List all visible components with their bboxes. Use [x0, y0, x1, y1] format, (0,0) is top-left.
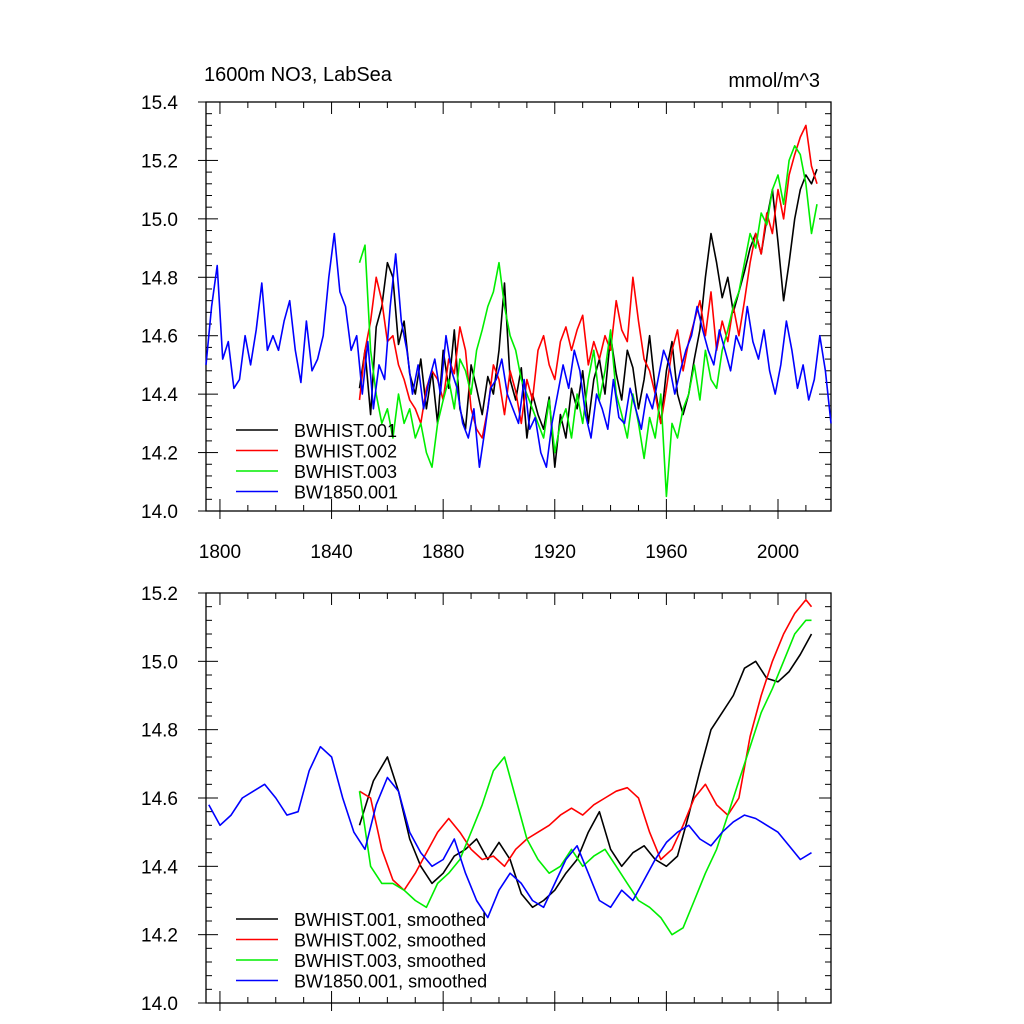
- chart-title: 1600m NO3, LabSea: [204, 64, 392, 86]
- y-tick-label: 14.6: [141, 789, 178, 810]
- y-tick-label: 14.6: [141, 327, 178, 348]
- series-line-2-1: [358, 633, 813, 909]
- y-tick-label: 15.2: [141, 584, 178, 605]
- y-tick-label: 14.8: [141, 721, 178, 742]
- series-line-1-2: [358, 124, 818, 439]
- series-line-2-2: [359, 598, 813, 892]
- y-tick-label: 15.0: [141, 652, 178, 673]
- y-tick-label: 14.4: [141, 385, 178, 406]
- x-tick-label: 1840: [310, 542, 352, 563]
- series-line-1-3: [358, 145, 818, 498]
- x-tick-label: 2000: [757, 542, 799, 563]
- y-tick-label: 14.2: [141, 926, 178, 947]
- series-line-2-3: [358, 619, 812, 936]
- y-tick-label: 14.0: [141, 994, 178, 1015]
- series-line-2-4: [208, 745, 812, 919]
- x-tick-label: 1920: [534, 542, 576, 563]
- legend-label: BWHIST.003: [294, 462, 397, 482]
- legend-label: BW1850.001, smoothed: [294, 972, 487, 992]
- plot-frame-1: [205, 101, 832, 512]
- legend-label: BWHIST.001, smoothed: [294, 910, 486, 930]
- y-tick-label: 14.4: [141, 857, 178, 878]
- y-tick-label: 15.2: [141, 151, 178, 172]
- series-line-1-4: [205, 232, 832, 469]
- x-tick-label: 1800: [199, 542, 241, 563]
- legend-label: BWHIST.003, smoothed: [294, 951, 486, 971]
- legend-label: BWHIST.002, smoothed: [294, 931, 486, 951]
- y-tick-label: 15.0: [141, 210, 178, 231]
- y-tick-label: 14.2: [141, 444, 178, 465]
- y-tick-label: 15.4: [141, 93, 178, 114]
- legend-label: BWHIST.001: [294, 421, 397, 441]
- legend-label: BWHIST.002: [294, 442, 397, 462]
- x-tick-label: 1880: [422, 542, 464, 563]
- y-tick-label: 14.0: [141, 502, 178, 523]
- legend-label: BW1850.001: [294, 483, 398, 503]
- y-tick-label: 14.8: [141, 268, 178, 289]
- x-tick-label: 1960: [645, 542, 687, 563]
- units-label: mmol/m^3: [728, 70, 820, 92]
